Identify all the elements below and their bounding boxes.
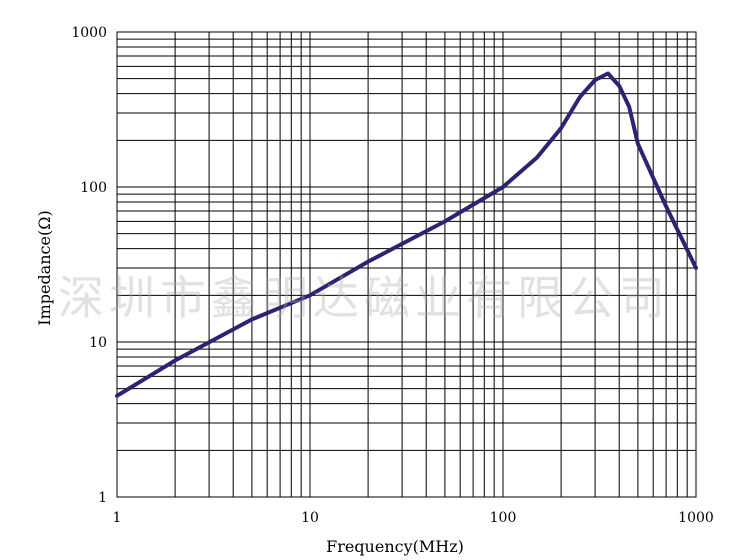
y-tick-label: 1000 <box>71 25 107 41</box>
x-tick-label: 1 <box>113 510 122 526</box>
x-tick-label: 10 <box>301 510 319 526</box>
impedance-curve <box>115 71 698 398</box>
y-axis-title: Impedance(Ω) <box>35 210 54 325</box>
x-axis-title: Frequency(MHz) <box>326 537 464 556</box>
y-tick-label: 100 <box>80 180 107 196</box>
y-tick-label: 10 <box>89 335 107 351</box>
plot-border <box>116 31 697 498</box>
y-tick-label: 1 <box>98 490 107 506</box>
x-tick-label: 100 <box>490 510 517 526</box>
x-tick-label: 1000 <box>678 510 714 526</box>
y-tick-labels: 1 10 100 1000 <box>71 25 107 506</box>
x-tick-labels: 1 10 100 1000 <box>113 510 714 526</box>
grid-lines <box>116 32 696 498</box>
